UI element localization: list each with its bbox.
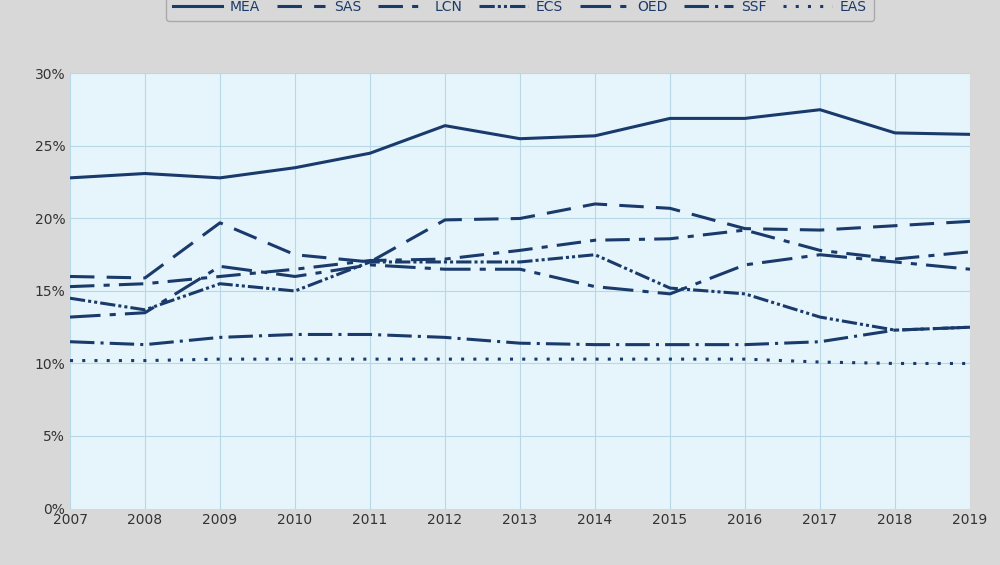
SAS — [214, 219, 226, 226]
ECS — [664, 285, 676, 292]
ECS — [964, 324, 976, 331]
ECS — [889, 327, 901, 333]
OED — [214, 263, 226, 270]
EAS — [64, 357, 76, 364]
ECS — [289, 288, 301, 294]
ECS — [364, 259, 376, 266]
EAS — [814, 359, 826, 366]
SSF — [64, 338, 76, 345]
SSF — [514, 340, 526, 346]
SAS — [739, 225, 751, 232]
EAS — [589, 356, 601, 363]
Line: OED: OED — [70, 255, 970, 317]
SAS — [289, 251, 301, 258]
SAS — [364, 259, 376, 266]
SAS — [664, 205, 676, 212]
LCN — [739, 227, 751, 233]
MEA — [889, 129, 901, 136]
ECS — [64, 295, 76, 302]
SSF — [139, 341, 151, 348]
SAS — [889, 222, 901, 229]
OED — [739, 262, 751, 268]
ECS — [814, 314, 826, 320]
MEA — [739, 115, 751, 122]
EAS — [664, 356, 676, 363]
MEA — [364, 150, 376, 157]
LCN — [64, 283, 76, 290]
SAS — [589, 201, 601, 207]
MEA — [664, 115, 676, 122]
MEA — [814, 106, 826, 113]
OED — [664, 290, 676, 297]
Line: MEA: MEA — [70, 110, 970, 178]
LCN — [289, 266, 301, 273]
ECS — [514, 259, 526, 266]
MEA — [289, 164, 301, 171]
LCN — [214, 273, 226, 280]
ECS — [439, 259, 451, 266]
SSF — [589, 341, 601, 348]
SAS — [964, 218, 976, 225]
ECS — [139, 306, 151, 313]
Legend: MEA, SAS, LCN, ECS, OED, SSF, EAS: MEA, SAS, LCN, ECS, OED, SSF, EAS — [166, 0, 874, 21]
LCN — [139, 280, 151, 287]
Line: SSF: SSF — [70, 327, 970, 345]
EAS — [964, 360, 976, 367]
SAS — [439, 216, 451, 223]
OED — [439, 266, 451, 273]
OED — [814, 251, 826, 258]
LCN — [964, 249, 976, 255]
Line: ECS: ECS — [70, 255, 970, 330]
MEA — [514, 135, 526, 142]
EAS — [739, 356, 751, 363]
SAS — [139, 275, 151, 281]
LCN — [514, 247, 526, 254]
SAS — [514, 215, 526, 222]
OED — [289, 273, 301, 280]
EAS — [139, 357, 151, 364]
EAS — [439, 356, 451, 363]
SSF — [889, 327, 901, 333]
MEA — [139, 170, 151, 177]
LCN — [814, 247, 826, 254]
MEA — [439, 122, 451, 129]
ECS — [589, 251, 601, 258]
LCN — [439, 256, 451, 263]
Line: LCN: LCN — [70, 230, 970, 286]
OED — [589, 283, 601, 290]
EAS — [214, 356, 226, 363]
ECS — [214, 280, 226, 287]
OED — [364, 262, 376, 268]
EAS — [889, 360, 901, 367]
OED — [139, 310, 151, 316]
SAS — [64, 273, 76, 280]
ECS — [739, 290, 751, 297]
OED — [964, 266, 976, 273]
LCN — [889, 256, 901, 263]
EAS — [289, 356, 301, 363]
SSF — [739, 341, 751, 348]
MEA — [964, 131, 976, 138]
LCN — [664, 236, 676, 242]
SSF — [439, 334, 451, 341]
SSF — [814, 338, 826, 345]
LCN — [364, 257, 376, 264]
EAS — [364, 356, 376, 363]
LCN — [589, 237, 601, 244]
OED — [889, 259, 901, 266]
EAS — [514, 356, 526, 363]
OED — [514, 266, 526, 273]
SSF — [964, 324, 976, 331]
Line: SAS: SAS — [70, 204, 970, 278]
MEA — [589, 132, 601, 139]
SSF — [289, 331, 301, 338]
SAS — [814, 227, 826, 233]
MEA — [64, 175, 76, 181]
SSF — [664, 341, 676, 348]
Line: EAS: EAS — [70, 359, 970, 363]
OED — [64, 314, 76, 320]
SSF — [214, 334, 226, 341]
SSF — [364, 331, 376, 338]
MEA — [214, 175, 226, 181]
